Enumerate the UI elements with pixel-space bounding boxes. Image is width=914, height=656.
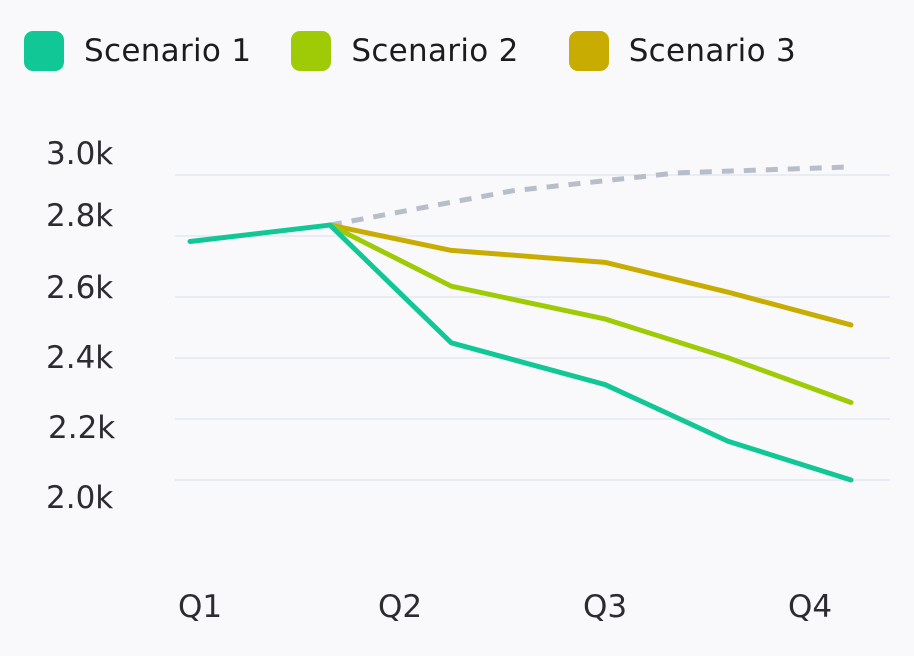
y-axis-ticks: 3.0k 2.8k 2.6k 2.4k 2.2k 2.0k [46,136,115,516]
y-tick-label: 2.2k [48,410,115,446]
legend-label-scenario-3: Scenario 3 [628,33,797,69]
chart-legend: Scenario 1 Scenario 2 Scenario 3 [24,30,836,72]
baseline-line [329,164,852,228]
y-tick-label: 2.6k [46,270,113,306]
legend-swatch-scenario-3 [568,31,609,71]
y-tick-label: 2.8k [46,198,113,234]
y-tick-label: 2.4k [46,340,113,376]
series-lines [187,164,854,483]
y-tick-label: 3.0k [46,136,113,172]
legend-swatch-scenario-2 [291,31,332,71]
legend-item-scenario-2[interactable]: Scenario 2 [291,31,518,71]
legend-label-scenario-1: Scenario 1 [84,33,252,69]
series-line-scenario-1 [187,222,854,483]
legend-item-scenario-3[interactable]: Scenario 3 [568,31,797,71]
series-line-scenario-3 [327,222,854,328]
y-tick-label: 2.0k [46,480,113,516]
x-tick-label: Q2 [378,589,422,625]
series-line-scenario-2 [327,222,854,405]
legend-item-scenario-1[interactable]: Scenario 1 [24,31,251,71]
x-axis-ticks: Q1 Q2 Q3 Q4 [178,589,832,625]
legend-swatch-scenario-1 [24,31,64,71]
x-tick-label: Q4 [788,589,832,625]
gridlines [175,174,890,481]
x-tick-label: Q1 [178,589,222,625]
x-tick-label: Q3 [583,589,627,625]
legend-label-scenario-2: Scenario 2 [351,33,519,69]
